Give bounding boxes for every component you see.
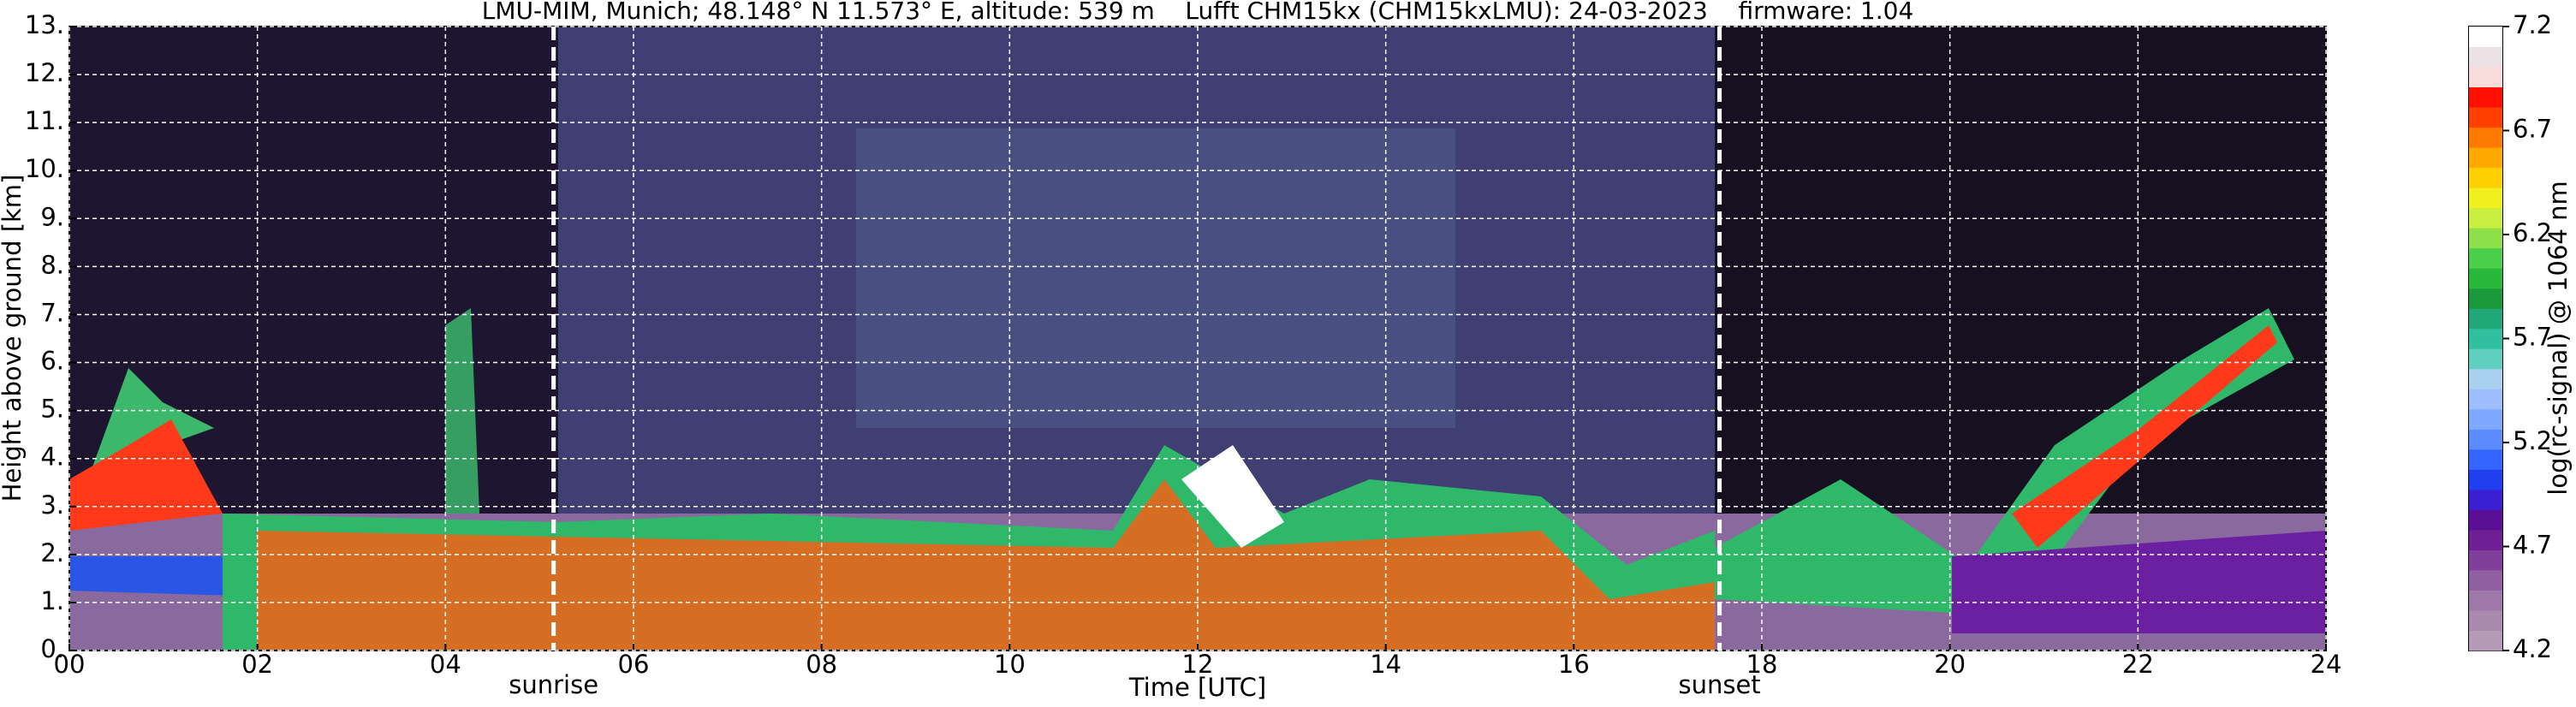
y-tick-label: 7. bbox=[40, 298, 64, 327]
colorbar-segment bbox=[2469, 27, 2502, 48]
colorbar-segment bbox=[2469, 408, 2502, 430]
colorbar-segment bbox=[2469, 127, 2502, 148]
colorbar-segment bbox=[2469, 630, 2502, 651]
y-tick-label: 4. bbox=[40, 443, 64, 472]
colorbar-segment bbox=[2469, 167, 2502, 188]
colorbar-segment bbox=[2469, 368, 2502, 389]
x-tick-label: 18 bbox=[1746, 650, 1778, 679]
colorbar-segment bbox=[2469, 509, 2502, 531]
colorbar-segment bbox=[2469, 86, 2502, 108]
x-tick-label: 14 bbox=[1370, 650, 1401, 679]
colorbar-segment bbox=[2469, 550, 2502, 571]
y-tick-label: 5. bbox=[40, 395, 64, 424]
colorbar-segment bbox=[2469, 247, 2502, 269]
x-tick-label: 22 bbox=[2122, 650, 2154, 679]
colorbar-segment bbox=[2469, 187, 2502, 209]
x-tick-label: 08 bbox=[806, 650, 837, 679]
x-tick-label: 02 bbox=[241, 650, 273, 679]
colorbar-segment bbox=[2469, 288, 2502, 309]
colorbar-segment bbox=[2469, 449, 2502, 470]
colorbar-segment bbox=[2469, 489, 2502, 510]
colorbar-segment bbox=[2469, 590, 2502, 611]
colorbar-tick-label: 7.2 bbox=[2513, 10, 2552, 39]
colorbar-segment bbox=[2469, 389, 2502, 410]
colorbar-tick-label: 5.2 bbox=[2513, 426, 2552, 455]
colorbar-segment bbox=[2469, 308, 2502, 330]
x-tick-label: 16 bbox=[1558, 650, 1590, 679]
x-axis-label: Time [UTC] bbox=[1128, 673, 1266, 702]
y-tick-label: 11. bbox=[25, 106, 64, 135]
colorbar-tick-label: 6.2 bbox=[2513, 218, 2552, 247]
colorbar-segment bbox=[2469, 207, 2502, 229]
colorbar-segment bbox=[2469, 228, 2502, 249]
colorbar-tick-label: 4.7 bbox=[2513, 531, 2552, 560]
y-tick-label: 1. bbox=[40, 586, 64, 615]
colorbar-segment bbox=[2469, 147, 2502, 169]
x-tick-label: 06 bbox=[618, 650, 650, 679]
colorbar-segment bbox=[2469, 429, 2502, 450]
y-axis-label: Height above ground [km] bbox=[0, 175, 27, 502]
colorbar-tick-label: 6.7 bbox=[2513, 115, 2552, 144]
colorbar-segment bbox=[2469, 529, 2502, 550]
colorbar-segment bbox=[2469, 569, 2502, 591]
y-tick-label: 9. bbox=[40, 202, 64, 231]
colorbar-segment bbox=[2469, 328, 2502, 349]
colorbar-label: log(rc-signal) @ 1064 nm bbox=[2543, 181, 2573, 495]
colorbar-segment bbox=[2469, 609, 2502, 631]
y-tick-label: 0. bbox=[40, 634, 64, 663]
y-tick-label: 13. bbox=[25, 10, 64, 39]
x-tick-label: 12 bbox=[1182, 650, 1214, 679]
x-tick-label: 10 bbox=[994, 650, 1026, 679]
colorbar-segment bbox=[2469, 67, 2502, 88]
x-tick-label: 20 bbox=[1934, 650, 1966, 679]
colorbar-segment bbox=[2469, 46, 2502, 68]
colorbar-tick-label: 5.7 bbox=[2513, 323, 2552, 352]
x-tick-label: 00 bbox=[54, 650, 86, 679]
y-tick-label: 12. bbox=[25, 58, 64, 87]
y-tick-label: 8. bbox=[40, 250, 64, 279]
y-tick-label: 3. bbox=[40, 490, 64, 520]
annotation-label: sunrise bbox=[509, 670, 598, 699]
colorbar-segment bbox=[2469, 469, 2502, 490]
colorbar-segment bbox=[2469, 348, 2502, 370]
colorbar-segment bbox=[2469, 268, 2502, 289]
x-tick-label: 24 bbox=[2311, 650, 2342, 679]
y-tick-label: 2. bbox=[40, 538, 64, 567]
colorbar-tick-label: 4.2 bbox=[2513, 634, 2552, 663]
y-tick-label: 10. bbox=[25, 154, 64, 183]
y-tick-label: 6. bbox=[40, 347, 64, 376]
annotation-label: sunset bbox=[1678, 670, 1760, 699]
x-tick-label: 04 bbox=[430, 650, 461, 679]
colorbar-segment bbox=[2469, 107, 2502, 128]
chart-title: LMU-MIM, Munich; 48.148° N 11.573° E, al… bbox=[482, 0, 1914, 25]
